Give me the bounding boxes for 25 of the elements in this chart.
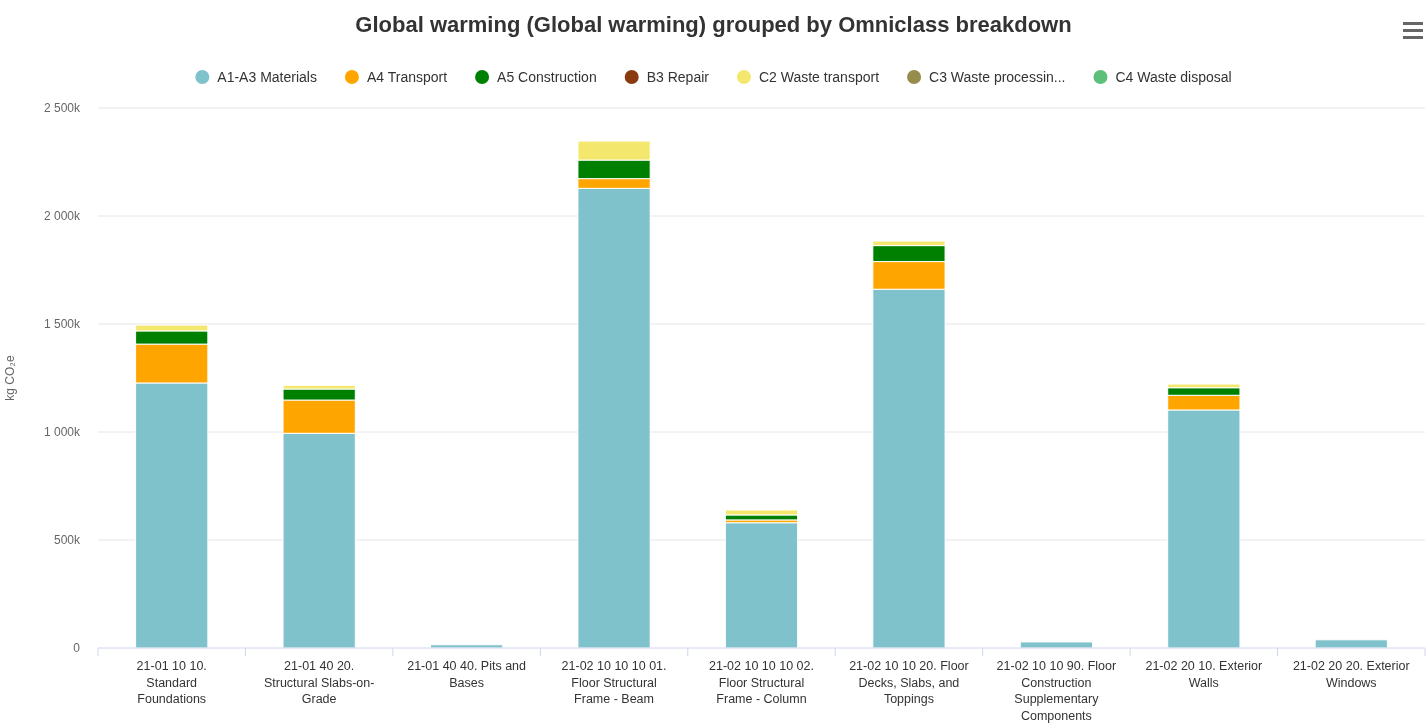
y-tick-label: 500k (53, 533, 81, 548)
legend-label: A5 Construction (497, 69, 597, 85)
y-tick-label: 0 (73, 641, 81, 656)
y-tick-label: 1 500k (43, 317, 81, 332)
legend-label: C3 Waste processin... (929, 69, 1066, 85)
bar (724, 522, 799, 649)
y-tick-label: 1 000k (43, 425, 81, 440)
x-tick-label: 21-01 10 10. Standard Foundations (136, 659, 207, 706)
x-tick-label: 21-02 10 10 90. Floor Construction Supplementary Components (996, 659, 1117, 723)
y-tick-label: 2 000k (43, 209, 81, 224)
legend-label: C4 Waste disposal (1115, 69, 1232, 85)
x-tick-label: 21-02 20 10. Exterior Walls (1145, 659, 1263, 690)
legend-label: B3 Repair (646, 69, 710, 85)
y-tick-label: 2 500k (43, 101, 81, 116)
x-tick-label: 21-02 20 20. Exterior Windows (1292, 659, 1410, 690)
chart-title: Global warming (Global warming) grouped by Omniclass breakdown (355, 12, 1072, 37)
x-tick-label: 21-02 10 10 20. Floor Decks, Slabs, and Toppings (849, 659, 969, 706)
x-tick-label: 21-01 40 40. Pits and Bases (407, 659, 527, 690)
x-tick-label: 21-02 10 10 10 01. Floor Structural Frame - Beam (561, 659, 667, 706)
legend-label: A4 Transport (366, 69, 448, 85)
x-tick-label: 21-02 10 10 10 02. Floor Structural Frame - Column (709, 659, 814, 706)
legend-label: C2 Waste transport (758, 69, 880, 85)
y-axis-title: kg CO₂e (3, 355, 17, 401)
legend-label: A1-A3 Materials (217, 69, 317, 85)
x-tick-label: 21-01 40 20. Structural Slabs-on-Grade (263, 659, 375, 706)
